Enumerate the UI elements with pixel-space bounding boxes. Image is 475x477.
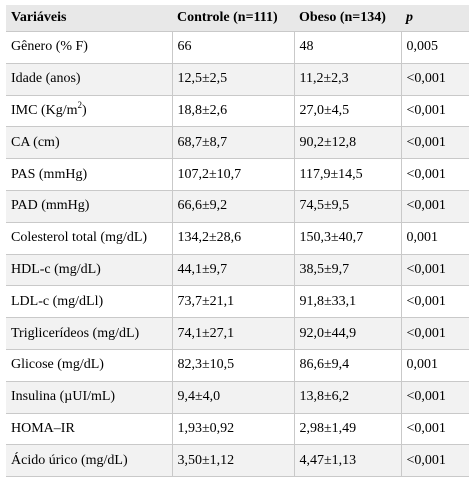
header-control: Controle (n=111) xyxy=(172,5,294,32)
table-row: Glicose (mg/dL) 82,3±10,5 86,6±9,4 0,001 xyxy=(6,348,469,382)
cell-control: 12,5±2,5 xyxy=(171,62,294,96)
table-row: LDL-c (mg/dLl) 73,7±21,1 91,8±33,1 <0,001 xyxy=(6,285,469,319)
cell-control: 66,6±9,2 xyxy=(171,189,294,223)
cell-control: 44,1±9,7 xyxy=(171,253,294,287)
cell-control: 73,7±21,1 xyxy=(171,285,294,319)
row-label: HDL-c (mg/dL) xyxy=(6,253,172,287)
cell-p-value: <0,001 xyxy=(400,158,469,191)
cell-control: 74,1±27,1 xyxy=(171,317,294,350)
table-row: Insulina (µUI/mL) 9,4±4,0 13,8±6,2 <0,001 xyxy=(6,380,469,414)
cell-p-value: <0,001 xyxy=(400,62,469,96)
cell-obese: 90,2±12,8 xyxy=(293,126,401,160)
row-label-suffix: ) xyxy=(82,102,87,118)
row-label-text: PAD (mmHg) xyxy=(11,198,90,214)
row-label: PAS (mmHg) xyxy=(6,158,172,191)
row-label-text: Glicose (mg/dL) xyxy=(11,357,104,373)
table-row: PAD (mmHg) 66,6±9,2 74,5±9,5 <0,001 xyxy=(6,189,469,223)
row-label: Gênero (% F) xyxy=(6,31,172,64)
cell-obese: 92,0±44,9 xyxy=(293,317,401,350)
row-label: PAD (mmHg) xyxy=(6,189,172,223)
row-label-text: LDL-c (mg/dLl) xyxy=(11,293,104,309)
row-label-text: Gênero (% F) xyxy=(11,39,88,55)
header-row: Variáveis Controle (n=111) Obeso (n=134)… xyxy=(6,5,469,32)
row-label: Colesterol total (mg/dL) xyxy=(6,221,172,255)
cell-obese: 4,47±1,13 xyxy=(293,444,401,477)
cell-p-value: 0,005 xyxy=(400,31,469,64)
cell-control: 1,93±0,92 xyxy=(171,412,294,446)
cell-obese: 2,98±1,49 xyxy=(293,412,401,446)
table-header: Variáveis Controle (n=111) Obeso (n=134)… xyxy=(6,5,469,32)
table-row: PAS (mmHg) 107,2±10,7 117,9±14,5 <0,001 xyxy=(6,158,469,191)
cell-control: 82,3±10,5 xyxy=(171,348,294,382)
cell-p-value: <0,001 xyxy=(400,380,469,414)
cell-control: 3,50±1,12 xyxy=(171,444,294,477)
row-label: Idade (anos) xyxy=(6,62,172,96)
cell-obese: 91,8±33,1 xyxy=(293,285,401,319)
row-label-text: HDL-c (mg/dL) xyxy=(11,261,101,277)
table-row: HDL-c (mg/dL) 44,1±9,7 38,5±9,7 <0,001 xyxy=(6,253,469,287)
header-obese: Obeso (n=134) xyxy=(294,5,401,32)
cell-obese: 11,2±2,3 xyxy=(293,62,401,96)
cell-obese: 13,8±6,2 xyxy=(293,380,401,414)
cell-p-value: 0,001 xyxy=(400,348,469,382)
table-row: CA (cm) 68,7±8,7 90,2±12,8 <0,001 xyxy=(6,126,469,160)
cell-p-value: <0,001 xyxy=(400,285,469,319)
cell-control: 134,2±28,6 xyxy=(171,221,294,255)
cell-obese: 48 xyxy=(293,31,401,64)
row-label: LDL-c (mg/dLl) xyxy=(6,285,172,319)
row-label: HOMA–IR xyxy=(6,412,172,446)
table-body: Gênero (% F) 66 48 0,005 Idade (anos) 12,5±2,… xyxy=(6,31,469,477)
cell-obese: 27,0±4,5 xyxy=(293,94,401,128)
table-row: IMC (Kg/m2) 18,8±2,6 27,0±4,5 <0,001 xyxy=(6,94,469,128)
cell-control: 18,8±2,6 xyxy=(171,94,294,128)
cell-p-value: <0,001 xyxy=(400,317,469,350)
row-label-text: Ácido úrico (mg/dL) xyxy=(11,452,128,468)
table-row: HOMA–IR 1,93±0,92 2,98±1,49 <0,001 xyxy=(6,412,469,446)
row-label: Insulina (µUI/mL) xyxy=(6,380,172,414)
table-row: Gênero (% F) 66 48 0,005 xyxy=(6,31,469,64)
cell-p-value: <0,001 xyxy=(400,412,469,446)
row-label: IMC (Kg/m2) xyxy=(6,94,172,128)
row-label: CA (cm) xyxy=(6,126,172,160)
cell-p-value: <0,001 xyxy=(400,253,469,287)
row-label-text: Colesterol total (mg/dL) xyxy=(11,230,148,246)
cell-obese: 86,6±9,4 xyxy=(293,348,401,382)
cell-p-value: <0,001 xyxy=(400,126,469,160)
row-label-superscript: 2 xyxy=(77,99,83,110)
table-row: Idade (anos) 12,5±2,5 11,2±2,3 <0,001 xyxy=(6,62,469,96)
header-p-value: p xyxy=(401,5,469,32)
table-row: Colesterol total (mg/dL) 134,2±28,6 150,3±… xyxy=(6,221,469,255)
row-label-text: PAS (mmHg) xyxy=(11,166,88,182)
cell-obese: 38,5±9,7 xyxy=(293,253,401,287)
cell-obese: 117,9±14,5 xyxy=(293,158,401,191)
cell-p-value: <0,001 xyxy=(400,189,469,223)
row-label-text: Triglicerídeos (mg/dL) xyxy=(11,325,140,341)
row-label-text: Insulina (µUI/mL) xyxy=(11,389,116,405)
cell-p-value: 0,001 xyxy=(400,221,469,255)
cell-obese: 150,3±40,7 xyxy=(293,221,401,255)
table-row: Ácido úrico (mg/dL) 3,50±1,12 4,47±1,13 <0,… xyxy=(6,444,469,477)
row-label: Glicose (mg/dL) xyxy=(6,348,172,382)
cell-control: 107,2±10,7 xyxy=(171,158,294,191)
header-variables: Variáveis xyxy=(6,5,172,32)
row-label-text: CA (cm) xyxy=(11,134,60,150)
row-label-text: IMC (Kg/m xyxy=(11,102,78,118)
row-label-text: HOMA–IR xyxy=(11,420,75,436)
table-row: Triglicerídeos (mg/dL) 74,1±27,1 92,0±44,9… xyxy=(6,317,469,350)
results-table: Variáveis Controle (n=111) Obeso (n=134)… xyxy=(6,5,469,477)
cell-control: 9,4±4,0 xyxy=(171,380,294,414)
cell-p-value: <0,001 xyxy=(400,94,469,128)
row-label: Ácido úrico (mg/dL) xyxy=(6,444,172,477)
cell-obese: 74,5±9,5 xyxy=(293,189,401,223)
cell-control: 66 xyxy=(171,31,294,64)
row-label-text: Idade (anos) xyxy=(11,71,81,87)
cell-p-value: <0,001 xyxy=(400,444,469,477)
row-label: Triglicerídeos (mg/dL) xyxy=(6,317,172,350)
cell-control: 68,7±8,7 xyxy=(171,126,294,160)
